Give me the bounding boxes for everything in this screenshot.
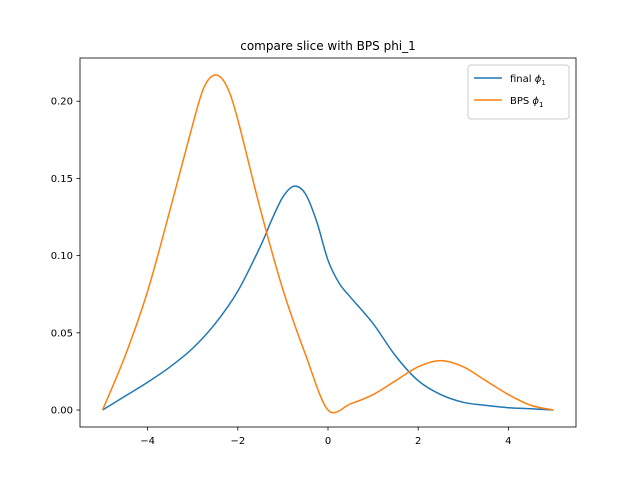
legend: final ϕ1 BPS ϕ1 (467, 64, 570, 120)
x-tick-label: 2 (415, 436, 421, 447)
axes: −4 −2 0 2 4 0.00 0.05 0.10 0.15 0.20 (51, 57, 577, 447)
y-tick-label: 0.10 (51, 251, 73, 262)
plot-area (101, 74, 554, 414)
series-line-final (102, 185, 554, 411)
series-line-bps (101, 74, 554, 414)
y-tick-label: 0.20 (51, 97, 73, 108)
y-tick-label: 0.05 (51, 328, 73, 339)
x-tick-label: 4 (505, 436, 511, 447)
y-tick-label: 0.15 (51, 174, 73, 185)
legend-label-bps: BPS ϕ1 (510, 96, 544, 109)
x-tick-label: −2 (230, 436, 245, 447)
x-tick-label: 0 (325, 436, 331, 447)
chart-title: compare slice with BPS phi_1 (240, 39, 416, 53)
x-tick-label: −4 (140, 436, 155, 447)
y-tick-label: 0.00 (51, 406, 73, 417)
legend-label-final: final ϕ1 (510, 74, 546, 87)
